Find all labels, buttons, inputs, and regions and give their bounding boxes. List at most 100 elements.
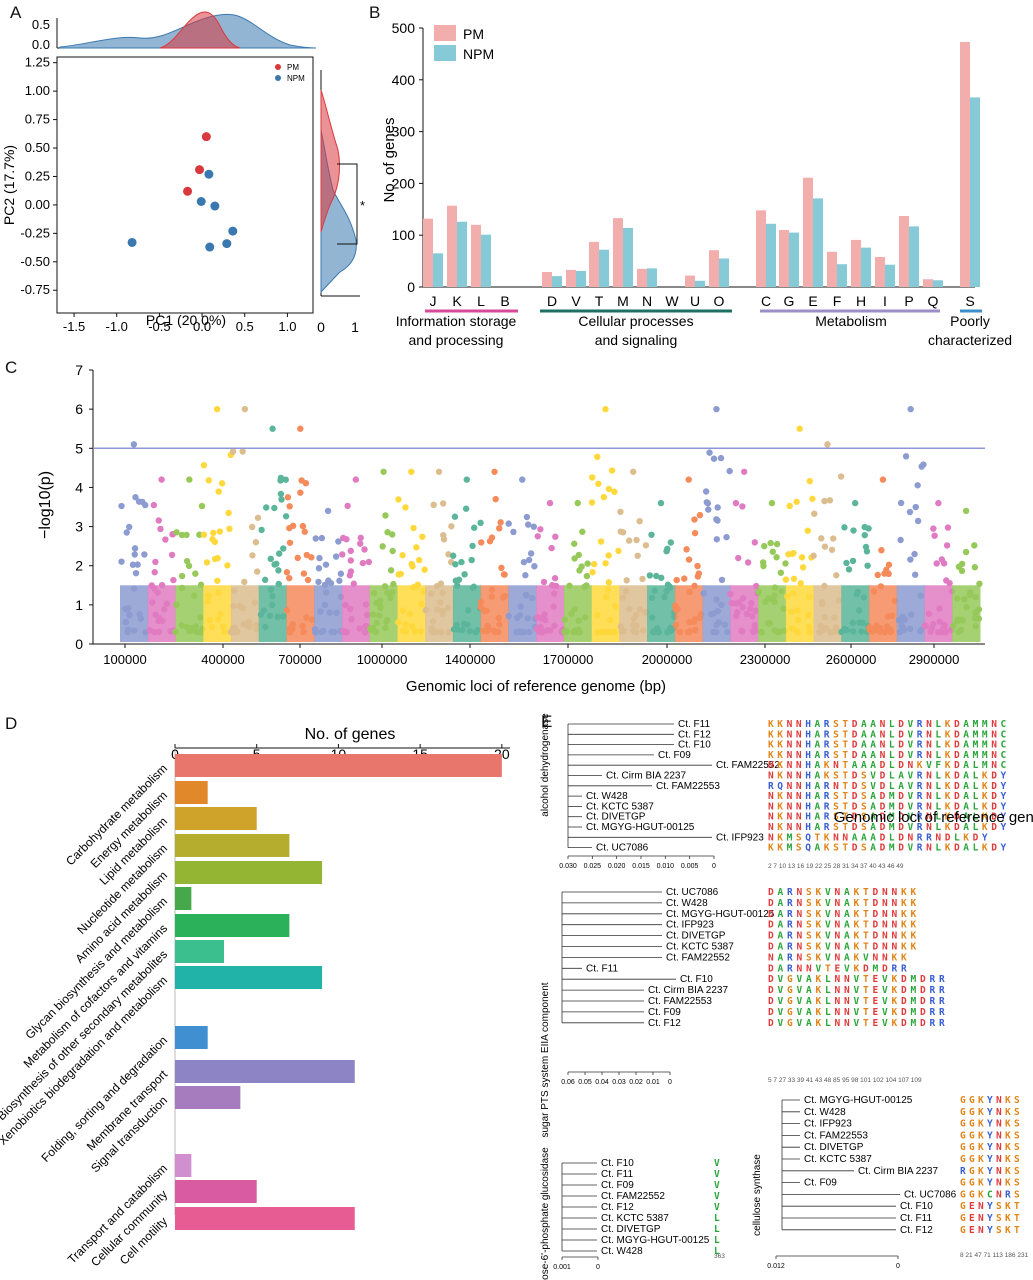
residue: A bbox=[844, 909, 850, 920]
residue: K bbox=[777, 791, 783, 802]
manhattan-point bbox=[122, 605, 129, 613]
manhattan-point bbox=[449, 552, 457, 559]
bar-H-npm bbox=[861, 247, 871, 287]
scatter-ytick-label: 0.00 bbox=[25, 197, 50, 212]
scale-label: 0.025 bbox=[584, 863, 602, 870]
residue: C bbox=[1001, 740, 1007, 751]
residue: A bbox=[815, 812, 821, 823]
residue: D bbox=[768, 931, 774, 942]
manhattan-point bbox=[365, 558, 373, 566]
manhattan-point bbox=[782, 576, 790, 583]
bar-category-Q: Q bbox=[928, 293, 939, 309]
residue: A bbox=[778, 931, 784, 942]
residue: D bbox=[880, 843, 886, 854]
group-label-3: Poorly bbox=[950, 313, 990, 329]
manhattan-point bbox=[395, 571, 402, 578]
manhattan-point bbox=[496, 525, 503, 532]
manhattan-point bbox=[430, 618, 437, 625]
residue: A bbox=[963, 812, 969, 823]
residue: L bbox=[973, 822, 979, 833]
residue: S bbox=[806, 898, 812, 909]
residue: S bbox=[996, 1213, 1002, 1224]
residue: V bbox=[908, 822, 914, 833]
manhattan-point bbox=[727, 590, 734, 598]
residue: N bbox=[978, 1213, 984, 1224]
manhattan-point bbox=[226, 525, 233, 532]
residue: N bbox=[797, 887, 803, 898]
manhattan-point bbox=[755, 588, 762, 595]
top-density: 0.5 0.0 bbox=[32, 11, 317, 52]
residue: R bbox=[939, 985, 945, 996]
taxon-label: Ct. MGYG-HGUT-00125 bbox=[666, 909, 775, 920]
residue: D bbox=[873, 898, 879, 909]
bar-T-pm bbox=[589, 241, 599, 287]
residue: A bbox=[963, 791, 969, 802]
manhattan-point bbox=[604, 628, 611, 635]
manhattan-point bbox=[526, 628, 533, 636]
manhattan-point bbox=[316, 554, 323, 562]
residue: A bbox=[861, 740, 867, 751]
manhattan-point bbox=[897, 499, 905, 507]
residue: N bbox=[880, 719, 886, 730]
residue: A bbox=[870, 812, 876, 823]
bar-category-K: K bbox=[452, 293, 462, 309]
manhattan-point bbox=[936, 605, 943, 612]
residue: D bbox=[898, 740, 904, 751]
manhattan-point bbox=[653, 572, 660, 580]
residue: L bbox=[825, 974, 831, 985]
manhattan-point bbox=[413, 544, 420, 551]
residue: R bbox=[926, 832, 932, 843]
manhattan-point bbox=[619, 594, 627, 601]
manhattan-point bbox=[458, 558, 465, 566]
manhattan-point bbox=[863, 548, 871, 555]
residue: N bbox=[926, 750, 932, 761]
y-axis-label: PC2 (17.7%) bbox=[1, 145, 17, 225]
manhattan-point bbox=[797, 580, 804, 587]
manhattan-point bbox=[830, 535, 837, 542]
manhattan-point bbox=[718, 601, 725, 609]
residue: K bbox=[854, 963, 860, 974]
sequence-row: V bbox=[714, 1180, 720, 1191]
manhattan-segment-0 bbox=[118, 441, 149, 642]
residue: V bbox=[908, 812, 914, 823]
manhattan-point bbox=[215, 488, 222, 495]
residue: E bbox=[873, 1018, 879, 1029]
manhattan-point bbox=[134, 561, 141, 568]
residue: N bbox=[768, 822, 774, 833]
manhattan-point bbox=[805, 623, 812, 631]
manhattan-point bbox=[299, 522, 307, 530]
manhattan-point bbox=[381, 583, 389, 590]
residue: C bbox=[1001, 750, 1007, 761]
residue: Y bbox=[1001, 771, 1007, 782]
panel-letter-a: A bbox=[10, 3, 22, 22]
manhattan-point bbox=[794, 628, 801, 636]
manhattan-point bbox=[203, 559, 211, 566]
manhattan-peak-point bbox=[213, 405, 221, 413]
legend-npm-swatch bbox=[434, 45, 456, 61]
manhattan-point bbox=[780, 605, 787, 612]
manhattan-point bbox=[151, 569, 158, 576]
residue: G bbox=[787, 1018, 793, 1029]
residue: V bbox=[854, 996, 860, 1007]
residue: K bbox=[1005, 1166, 1011, 1177]
manhattan-segment-27 bbox=[866, 476, 898, 642]
residue: K bbox=[777, 801, 783, 812]
manhattan-point bbox=[326, 609, 333, 616]
residue: M bbox=[982, 719, 988, 730]
bar-category-W: W bbox=[665, 293, 679, 309]
residue: N bbox=[892, 887, 898, 898]
residue: N bbox=[787, 740, 793, 751]
scatter-point-npm bbox=[196, 196, 206, 206]
manhattan-point bbox=[651, 587, 659, 594]
residue: G bbox=[960, 1119, 966, 1130]
residue: K bbox=[824, 832, 830, 843]
manhattan-segment-17 bbox=[588, 405, 622, 642]
manhattan-point bbox=[150, 501, 158, 509]
residue: K bbox=[854, 952, 860, 963]
